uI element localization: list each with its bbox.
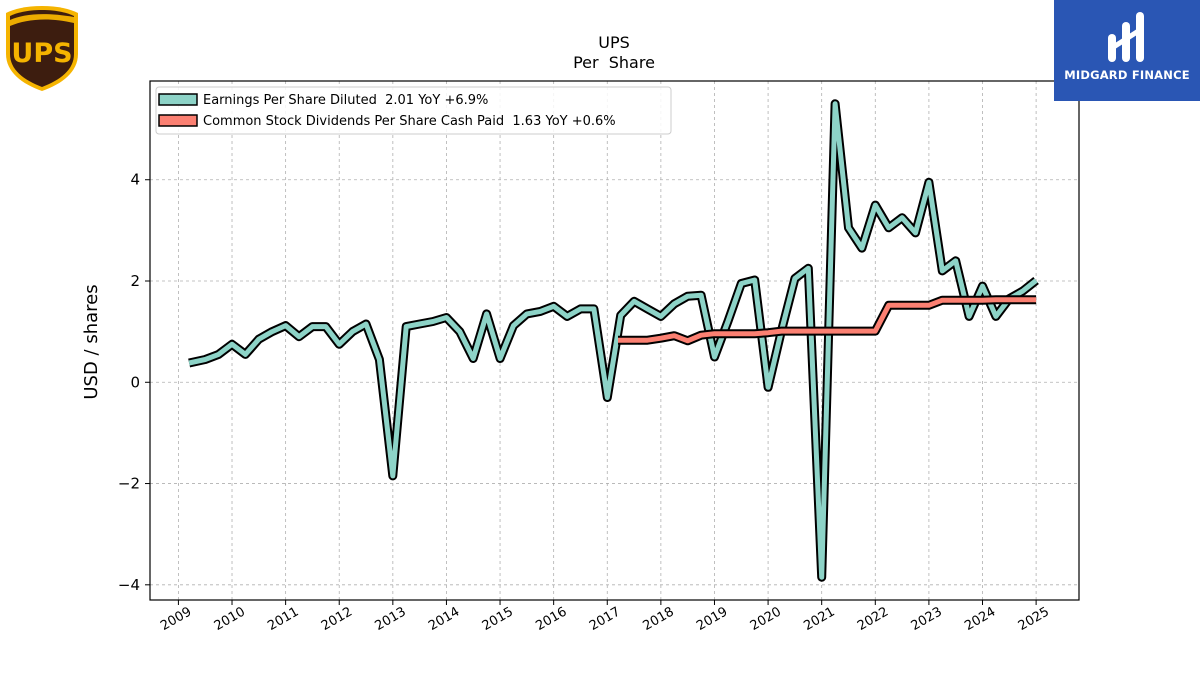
chart-title: UPS [598,33,630,52]
legend-label-dividends: Common Stock Dividends Per Share Cash Pa… [203,114,616,129]
legend-box [155,86,672,135]
y-tick-label: 0 [130,373,140,391]
y-tick-label: 4 [130,171,140,189]
x-tick-label: 2019 [694,604,730,634]
x-tick-label: 2017 [587,604,623,634]
x-tick-label: 2011 [265,604,301,634]
midgard-finance-logo: MIDGARD FINANCE [1054,0,1200,101]
grid-lines [150,81,1079,600]
series-layer [188,99,1039,582]
y-tick-label: −4 [118,576,140,594]
x-tick-label: 2025 [1016,604,1052,634]
x-tick-label: 2009 [158,604,194,634]
midgard-logo-text: MIDGARD FINANCE [1064,68,1190,82]
axis-ticks: 2009 2010 2011 2012 2013 2014 2015 2016 2017 2018… [118,171,1052,634]
y-tick-label: 2 [130,272,140,290]
x-tick-label: 2024 [962,604,998,634]
y-tick-label: −2 [118,475,140,493]
x-tick-label: 2018 [641,604,677,634]
series-eps-line [188,101,1038,580]
legend-swatch-dividends [158,114,198,127]
series-eps-outline [188,99,1039,582]
x-tick-label: 2014 [426,604,462,634]
legend-label-eps: Earnings Per Share Diluted 2.01 YoY +6.9… [203,93,488,108]
ups-logo: UPS [6,6,78,91]
legend: Earnings Per Share Diluted 2.01 YoY +6.9… [155,86,672,135]
x-tick-label: 2016 [533,604,569,634]
x-tick-label: 2013 [373,604,409,634]
plot-frame [149,80,1080,601]
chart-subtitle: Per Share [573,53,655,72]
y-axis-label: USD / shares [81,284,102,399]
x-tick-label: 2020 [748,604,784,634]
ups-logo-text: UPS [11,38,72,69]
x-tick-label: 2021 [801,604,837,634]
x-tick-label: 2010 [212,604,248,634]
series-dividends-line [618,297,1037,344]
x-tick-label: 2023 [909,604,945,634]
x-tick-label: 2012 [319,604,355,634]
midgard-mark-icon [1108,12,1144,62]
x-tick-label: 2022 [855,604,891,634]
x-tick-label: 2015 [480,604,516,634]
legend-swatch-eps [158,93,198,106]
